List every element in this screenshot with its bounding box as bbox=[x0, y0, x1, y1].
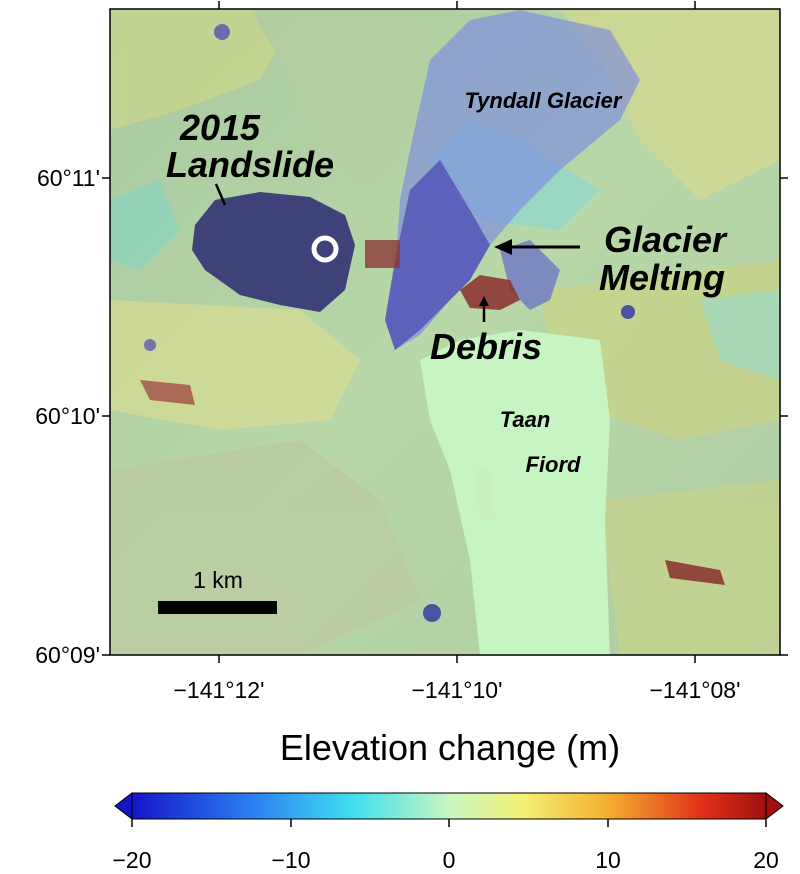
debris-patch bbox=[365, 240, 400, 268]
landslide-marker-circle bbox=[311, 235, 339, 263]
debris-deposit bbox=[460, 275, 520, 310]
colorbar-tick-label: 10 bbox=[595, 847, 621, 873]
fiord-label: Fiord bbox=[526, 452, 582, 477]
scale-bar bbox=[158, 601, 277, 614]
tick-marks bbox=[102, 1, 788, 663]
blue-spot bbox=[621, 305, 635, 319]
colorbar-title: Elevation change (m) bbox=[280, 727, 620, 768]
debris-arrow bbox=[479, 296, 489, 322]
colorbar-tick-label: −10 bbox=[271, 847, 310, 873]
colorbar-tick-label: −20 bbox=[112, 847, 151, 873]
lon-tick-label: −141°12' bbox=[174, 677, 265, 703]
debris-patch-2 bbox=[140, 380, 195, 405]
scale-bar-label: 1 km bbox=[193, 567, 243, 593]
taan-fiord-water bbox=[420, 330, 610, 655]
glacier-melting-line2: Melting bbox=[599, 257, 725, 298]
map-frame bbox=[109, 8, 781, 656]
glacier-arrow bbox=[494, 239, 580, 255]
colorbar-tick-label: 20 bbox=[753, 847, 779, 873]
map-panel bbox=[110, 9, 780, 655]
tyndall-glacier-label: Tyndall Glacier bbox=[465, 88, 623, 113]
lat-tick-label: 60°11' bbox=[37, 165, 100, 191]
colorbar-low-triangle bbox=[114, 791, 133, 821]
lat-tick-label: 60°09' bbox=[35, 642, 100, 668]
blue-spot bbox=[144, 339, 156, 351]
glacier-melting-line1: Glacier bbox=[604, 219, 728, 260]
landslide-pointer bbox=[214, 183, 227, 206]
lon-tick-label: −141°08' bbox=[650, 677, 741, 703]
colorbar-tick-label: 0 bbox=[443, 847, 456, 873]
blue-spot bbox=[214, 24, 230, 40]
debris-patch-3 bbox=[665, 560, 725, 585]
colorbar-high-triangle bbox=[765, 791, 784, 821]
landslide-label-line1: 2015 bbox=[179, 107, 261, 148]
blue-spot bbox=[423, 604, 441, 622]
debris-label: Debris bbox=[430, 326, 542, 367]
glacier-loss-zone bbox=[385, 160, 490, 350]
lon-tick-label: −141°10' bbox=[412, 677, 503, 703]
colorbar bbox=[114, 791, 784, 827]
lat-tick-label: 60°10' bbox=[35, 403, 100, 429]
taan-label: Taan bbox=[500, 407, 551, 432]
landslide-depletion-zone bbox=[192, 192, 355, 312]
landslide-label-line2: Landslide bbox=[166, 144, 334, 185]
